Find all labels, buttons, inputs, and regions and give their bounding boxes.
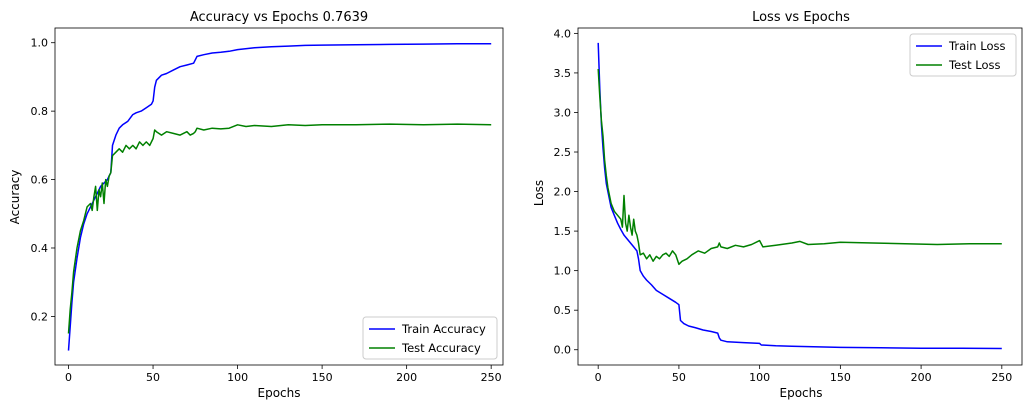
y-tick-label: 2.0 <box>554 186 572 199</box>
x-tick-label: 50 <box>146 371 160 384</box>
legend-label: Test Loss <box>948 58 1001 72</box>
loss-chart: Loss vs Epochs Epochs Loss 0 50 100 150 200 2… <box>532 10 1023 400</box>
x-axis-label: Epochs <box>258 386 301 400</box>
x-axis-label: Epochs <box>780 386 823 400</box>
series-line-2 <box>597 68 1002 266</box>
y-tick-label: 4.0 <box>554 27 572 40</box>
legend: Train Loss Test Loss <box>909 33 1017 77</box>
y-tick-label: 1.0 <box>31 37 49 50</box>
y-axis-label: Accuracy <box>8 170 22 225</box>
chart-title: Accuracy vs Epochs 0.7639 <box>190 10 368 25</box>
y-tick-label: 0.4 <box>31 242 49 255</box>
x-tick-label: 150 <box>312 371 333 384</box>
legend-box <box>362 316 498 360</box>
y-tick-label: 0.0 <box>554 344 572 357</box>
y-axis-label: Loss <box>532 180 546 206</box>
y-tick-label: 1.0 <box>554 265 572 278</box>
legend-label: Train Accuracy <box>401 322 486 336</box>
y-tick-label: 1.5 <box>554 225 572 238</box>
x-tick-label: 200 <box>396 371 417 384</box>
axes-frame <box>54 27 504 366</box>
series-line-2 <box>67 123 492 334</box>
y-tick-label: 3.5 <box>554 67 572 80</box>
series-line-1 <box>597 42 1002 350</box>
axes-frame <box>577 27 1023 366</box>
x-tick-label: 100 <box>227 371 248 384</box>
x-tick-label: 250 <box>991 371 1012 384</box>
accuracy-chart: Accuracy vs Epochs 0.7639 Epochs Accurac… <box>8 10 504 400</box>
legend: Train Accuracy Test Accuracy <box>362 316 498 360</box>
x-tick-label: 200 <box>911 371 932 384</box>
x-tick-label: 50 <box>672 371 686 384</box>
legend-label: Train Loss <box>948 39 1005 53</box>
x-tick-label: 0 <box>595 371 602 384</box>
y-tick-label: 0.6 <box>31 174 49 187</box>
y-tick-label: 0.2 <box>31 310 49 323</box>
chart-title: Loss vs Epochs <box>752 10 850 25</box>
y-tick-label: 0.8 <box>31 105 49 118</box>
y-tick-label: 0.5 <box>554 304 572 317</box>
y-tick-label: 3.0 <box>554 106 572 119</box>
y-tick-label: 2.5 <box>554 146 572 159</box>
x-tick-label: 150 <box>830 371 851 384</box>
plot-area: 0 50 100 150 200 250 0.0 0.5 1.0 1.5 2.0 2.5 3.0 3.5 4… <box>554 27 1023 384</box>
legend-label: Test Accuracy <box>401 341 481 355</box>
x-tick-label: 250 <box>481 371 502 384</box>
x-tick-label: 100 <box>749 371 770 384</box>
plot-area: 0 50 100 150 200 250 0.2 0.4 0.6 0.8 1.0 <box>31 27 504 384</box>
x-tick-label: 0 <box>65 371 72 384</box>
series-line-1 <box>67 42 492 351</box>
